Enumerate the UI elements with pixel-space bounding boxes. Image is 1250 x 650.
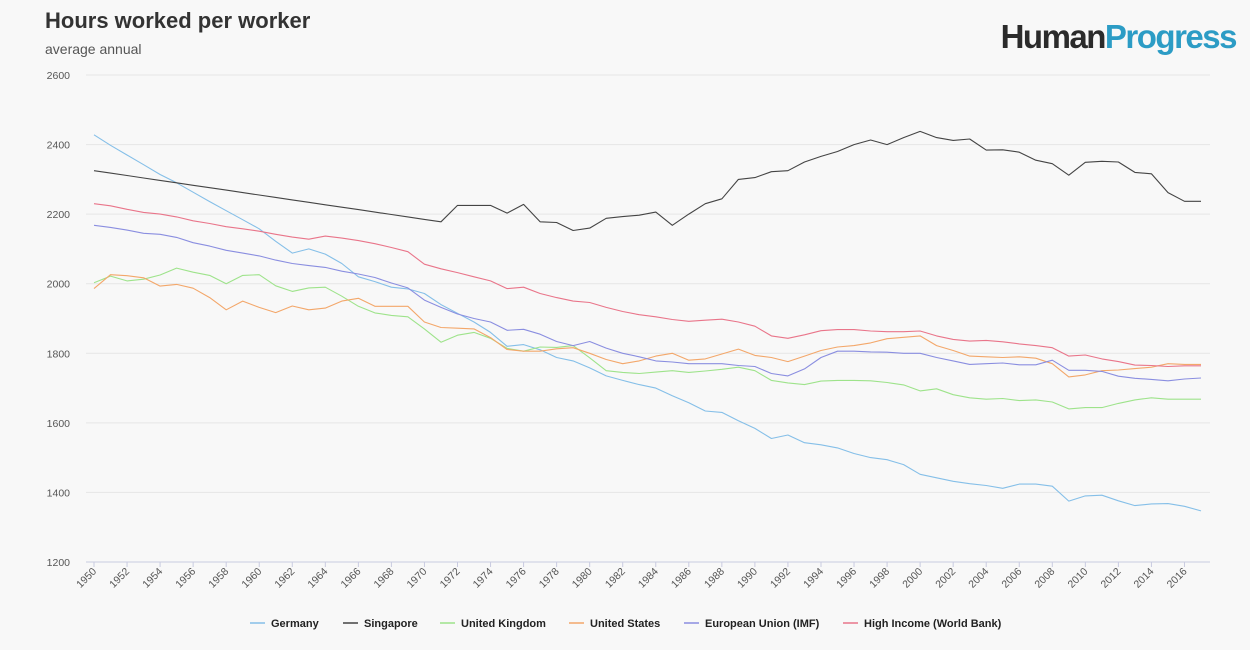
x-tick-label-1968: 1968	[372, 566, 397, 591]
x-tick-label-2010: 2010	[1065, 566, 1090, 591]
y-tick-label-2000: 2000	[47, 279, 71, 291]
x-tick-label-2004: 2004	[966, 566, 991, 591]
x-tick-label-1960: 1960	[239, 566, 264, 591]
y-tick-label-1800: 1800	[47, 348, 71, 360]
legend-item-1[interactable]: Singapore	[343, 618, 418, 630]
y-axis: 1200 1400 1600 1800 2000 2200 2400 2600	[47, 70, 71, 569]
x-tick-label-1992: 1992	[768, 566, 793, 591]
x-tick-label-1984: 1984	[636, 566, 661, 591]
x-axis: 1950 1952 1954 1956 1958 1960 1962 1964 1966 1968…	[74, 562, 1190, 591]
x-tick-label-1972: 1972	[438, 566, 463, 591]
series-lines	[93, 130, 1202, 512]
y-tick-label-1400: 1400	[47, 487, 71, 499]
chart-subtitle: average annual	[45, 41, 142, 57]
x-tick-label-2014: 2014	[1132, 566, 1157, 591]
legend-label: United Kingdom	[461, 618, 546, 630]
x-tick-label-2012: 2012	[1099, 566, 1124, 591]
y-tick-label-1200: 1200	[47, 557, 71, 569]
x-tick-label-1952: 1952	[107, 566, 132, 591]
series-line-1	[93, 130, 1201, 232]
x-tick-label-2016: 2016	[1165, 566, 1190, 591]
humanprogress-logo[interactable]: HumanProgress	[1000, 18, 1238, 56]
legend-label: High Income (World Bank)	[864, 618, 1002, 630]
x-tick-label-1970: 1970	[405, 566, 430, 591]
legend-item-3[interactable]: United States	[569, 618, 660, 630]
chart-title: Hours worked per worker	[45, 8, 311, 33]
x-tick-label-2002: 2002	[933, 566, 958, 591]
x-tick-label-1974: 1974	[471, 566, 496, 591]
x-tick-label-1982: 1982	[603, 566, 628, 591]
series-line-0	[93, 134, 1202, 512]
x-tick-label-1954: 1954	[140, 566, 165, 591]
series-line-2	[93, 267, 1201, 410]
x-tick-label-1998: 1998	[867, 566, 892, 591]
x-tick-label-1958: 1958	[206, 566, 231, 591]
x-tick-label-1964: 1964	[305, 566, 330, 591]
y-tick-label-2600: 2600	[47, 70, 71, 82]
x-tick-label-2008: 2008	[1032, 566, 1057, 591]
series-line-5	[93, 203, 1201, 368]
x-tick-label-1996: 1996	[834, 566, 859, 591]
series-line-4	[93, 224, 1202, 382]
y-tick-label-2400: 2400	[47, 140, 71, 152]
x-tick-label-1986: 1986	[669, 566, 694, 591]
legend-item-2[interactable]: United Kingdom	[440, 618, 546, 630]
legend-label: Germany	[271, 618, 320, 630]
legend: Germany Singapore United Kingdom United Sta…	[250, 618, 1002, 630]
y-tick-label-1600: 1600	[47, 418, 71, 430]
logo-text-human: Human	[1000, 18, 1107, 55]
gridlines	[86, 74, 1210, 563]
series-line-3	[93, 274, 1201, 378]
x-tick-label-2006: 2006	[999, 566, 1024, 591]
x-tick-label-1988: 1988	[702, 566, 727, 591]
legend-label: European Union (IMF)	[705, 618, 820, 630]
x-tick-label-1976: 1976	[504, 566, 529, 591]
x-tick-label-1980: 1980	[570, 566, 595, 591]
x-tick-label-2000: 2000	[900, 566, 925, 591]
legend-item-4[interactable]: European Union (IMF)	[684, 618, 820, 630]
x-tick-label-1978: 1978	[537, 566, 562, 591]
legend-label: Singapore	[364, 618, 418, 630]
legend-item-0[interactable]: Germany	[250, 618, 320, 630]
x-tick-label-1950: 1950	[74, 566, 99, 591]
legend-item-5[interactable]: High Income (World Bank)	[843, 618, 1002, 630]
logo-text-progress: Progress	[1104, 18, 1238, 55]
x-tick-label-1966: 1966	[338, 566, 363, 591]
x-tick-label-1990: 1990	[735, 566, 760, 591]
x-tick-label-1994: 1994	[801, 566, 826, 591]
x-tick-label-1962: 1962	[272, 566, 297, 591]
x-tick-label-1956: 1956	[173, 566, 198, 591]
legend-label: United States	[590, 618, 660, 630]
y-tick-label-2200: 2200	[47, 209, 71, 221]
